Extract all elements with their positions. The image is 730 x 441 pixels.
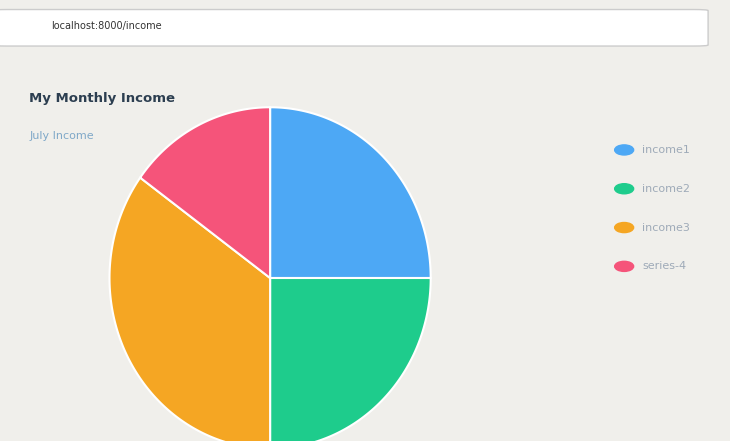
- Text: July Income: July Income: [29, 131, 94, 141]
- Polygon shape: [270, 107, 431, 278]
- Circle shape: [615, 262, 634, 271]
- Circle shape: [615, 184, 634, 194]
- Polygon shape: [270, 278, 431, 441]
- Circle shape: [615, 145, 634, 155]
- Text: localhost:8000/income: localhost:8000/income: [51, 22, 162, 31]
- Text: income1: income1: [642, 145, 691, 155]
- Circle shape: [615, 223, 634, 232]
- Text: income2: income2: [642, 184, 691, 194]
- Text: My Monthly Income: My Monthly Income: [29, 92, 175, 105]
- Polygon shape: [140, 107, 270, 278]
- Text: income3: income3: [642, 223, 691, 232]
- Text: series-4: series-4: [642, 262, 686, 271]
- Polygon shape: [110, 178, 270, 441]
- FancyBboxPatch shape: [0, 10, 708, 46]
